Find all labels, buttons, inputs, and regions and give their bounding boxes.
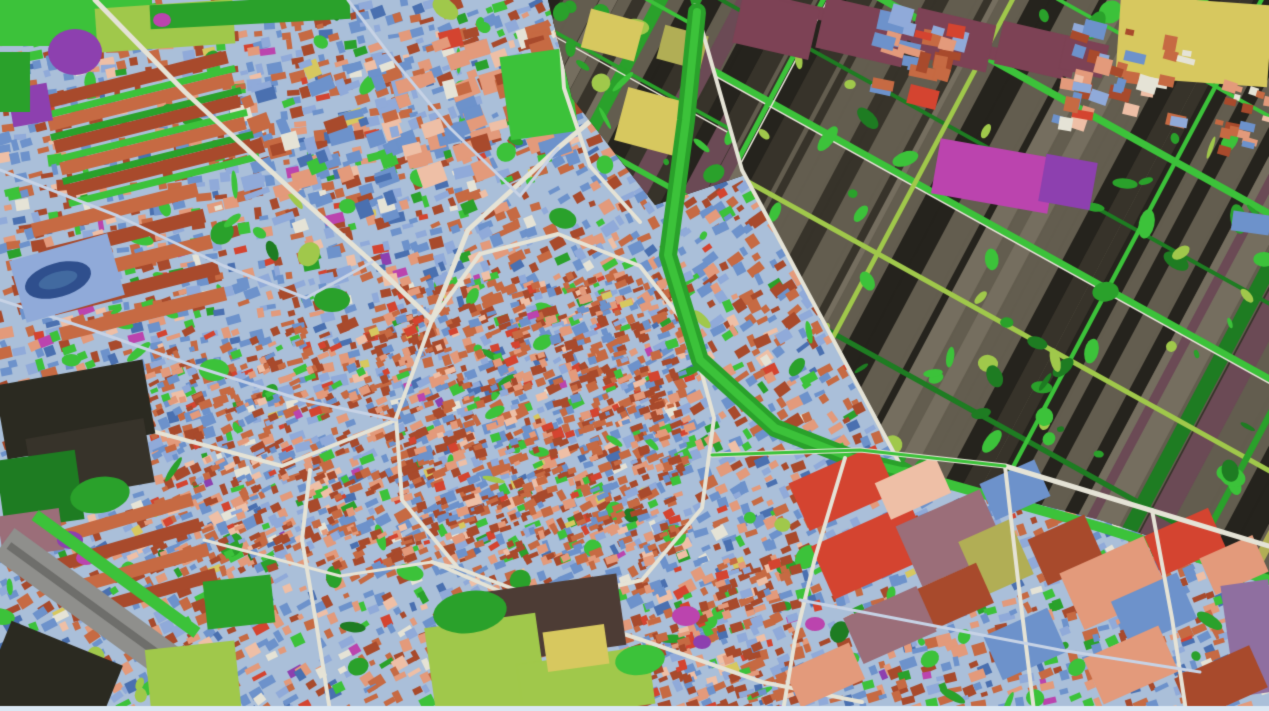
map-viewport	[0, 0, 1269, 711]
landcover-map-canvas	[0, 0, 1269, 711]
